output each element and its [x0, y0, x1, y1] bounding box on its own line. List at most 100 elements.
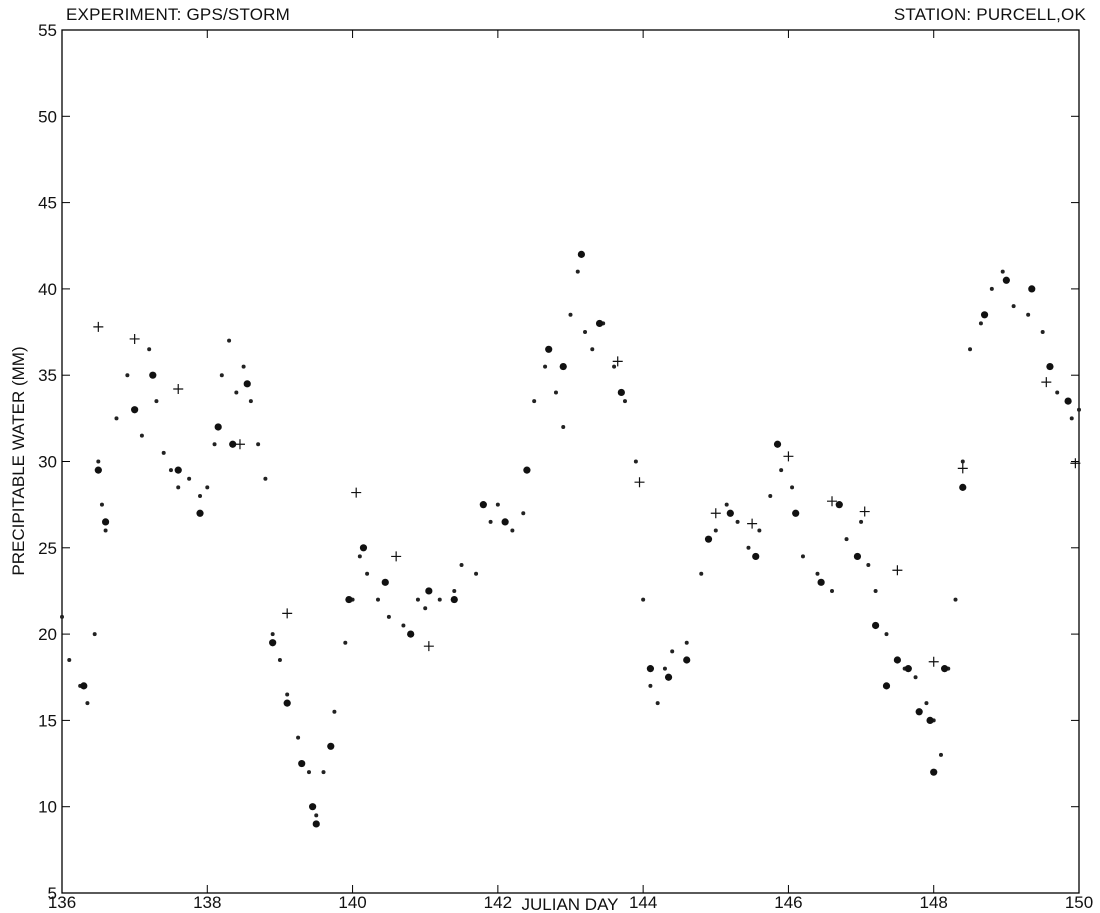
small-dot-point [99, 502, 104, 507]
plus-marker [710, 508, 721, 519]
small-dot-point [423, 606, 428, 611]
small-dot-point [699, 571, 704, 576]
small-dot-point [277, 657, 282, 662]
small-dot-point [968, 347, 973, 352]
large-dot-point [450, 595, 458, 604]
small-dot-point [114, 416, 119, 421]
series-small-dot [60, 269, 1081, 818]
y-tick-label: 50 [38, 107, 57, 126]
large-dot-point [214, 423, 222, 431]
small-dot-point [924, 701, 929, 706]
large-dot-point [595, 319, 604, 328]
small-dot-point [1069, 416, 1074, 421]
y-tick-label: 25 [38, 539, 57, 558]
small-dot-point [85, 701, 90, 706]
y-tick-label: 10 [38, 798, 57, 817]
large-dot-point [773, 440, 782, 448]
small-dot-point [365, 571, 370, 576]
small-dot-point [96, 459, 101, 464]
small-dot-point [543, 364, 548, 369]
y-tick-label: 40 [38, 280, 57, 299]
large-dot-point [269, 639, 277, 647]
small-dot-point [612, 364, 617, 369]
small-dot-point [314, 813, 319, 818]
small-dot-point [248, 399, 253, 404]
small-dot-point [779, 468, 784, 473]
large-dot-point [1028, 285, 1036, 293]
small-dot-point [187, 476, 192, 481]
large-dot-point [312, 820, 320, 828]
small-dot-point [655, 701, 660, 706]
small-dot-point [568, 312, 573, 317]
x-tick-label: 142 [484, 893, 512, 912]
x-tick-label: 138 [193, 893, 221, 912]
large-dot-point [926, 716, 934, 725]
plot-frame [61, 29, 1080, 894]
small-dot-point [590, 347, 595, 352]
small-dot-point [1055, 390, 1060, 395]
small-dot-point [125, 373, 130, 378]
large-dot-point [298, 759, 306, 768]
large-dot-point [501, 518, 509, 526]
small-dot-point [343, 640, 348, 645]
large-dot-point [752, 552, 760, 561]
small-dot-point [67, 657, 72, 662]
large-dot-point [617, 388, 625, 397]
plus-marker [351, 487, 362, 498]
small-dot-point [198, 494, 203, 499]
large-dot-point [345, 595, 353, 604]
large-dot-point [243, 380, 251, 388]
y-tick-label: 55 [38, 21, 57, 40]
large-dot-point [174, 466, 182, 474]
small-dot-point [684, 640, 689, 645]
small-dot-point [724, 502, 729, 507]
small-dot-point [60, 614, 64, 619]
large-dot-point [893, 656, 901, 664]
small-dot-point [815, 571, 820, 576]
large-dot-point [577, 250, 585, 258]
plus-marker [1041, 377, 1052, 388]
large-dot-point [196, 509, 204, 517]
plus-marker [827, 496, 838, 507]
small-dot-point [633, 459, 638, 464]
small-dot-point [296, 735, 301, 740]
small-dot-point [92, 632, 97, 637]
small-dot-point [648, 683, 653, 688]
small-dot-point [168, 468, 173, 473]
small-dot-point [953, 597, 958, 602]
small-dot-point [401, 623, 406, 628]
small-dot-point [161, 450, 166, 455]
small-dot-point [1077, 407, 1081, 412]
y-tick-label: 5 [48, 884, 57, 903]
small-dot-point [746, 545, 751, 550]
large-dot-point [309, 803, 317, 811]
plus-marker [747, 518, 758, 529]
small-dot-point [459, 563, 464, 568]
large-dot-point [80, 682, 88, 690]
large-dot-point [835, 501, 843, 509]
large-dot-point [980, 311, 989, 319]
large-dot-point [1002, 276, 1010, 284]
plus-marker [928, 656, 939, 667]
large-dot-point [915, 708, 923, 716]
large-dot-point [872, 621, 880, 630]
data-marks [60, 250, 1081, 828]
series-large-dot [80, 250, 1072, 828]
small-dot-point [1040, 330, 1045, 335]
large-dot-point [817, 578, 825, 586]
small-dot-point [670, 649, 675, 654]
small-dot-point [154, 399, 159, 404]
small-dot-point [270, 632, 275, 637]
small-dot-point [176, 485, 181, 490]
x-tick-labels: 136 138 140 142 144 146 148 150 [48, 893, 1093, 912]
small-dot-point [452, 588, 457, 593]
plus-marker [234, 439, 245, 450]
small-dot-point [321, 770, 326, 775]
small-dot-point [790, 485, 795, 490]
large-dot-point [683, 656, 691, 664]
small-dot-point [978, 321, 983, 326]
y-tick-label: 30 [38, 453, 57, 472]
plus-marker [129, 333, 140, 344]
small-dot-point [622, 399, 627, 404]
large-dot-point [930, 768, 938, 776]
